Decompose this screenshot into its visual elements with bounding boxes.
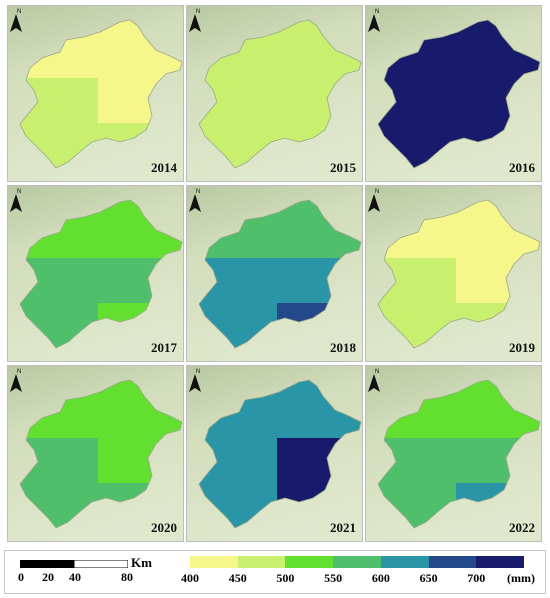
scale-tick-80: 80: [121, 570, 133, 584]
svg-text:N: N: [196, 369, 200, 375]
scale-bar-black-segment: [20, 560, 74, 568]
map-panel-2022: N 2022: [365, 365, 542, 542]
year-label: 2018: [330, 340, 356, 355]
year-label: 2022: [509, 520, 535, 535]
map-panel-2017: N 2017: [7, 185, 184, 362]
north-arrow-icon: N: [189, 369, 201, 392]
map-panel-2021: N 2021: [186, 365, 363, 542]
map-canvas: [8, 6, 183, 181]
north-arrow-icon: N: [189, 9, 201, 32]
north-arrow-icon: N: [10, 189, 22, 212]
north-arrow-icon: N: [368, 9, 380, 32]
colorbar-unit-label: (mm): [507, 571, 535, 585]
map-canvas: [187, 366, 362, 541]
svg-text:N: N: [17, 9, 21, 15]
region-outline: [377, 19, 541, 169]
colorbar-segment: [285, 556, 334, 568]
map-canvas: [366, 186, 541, 361]
north-arrow-icon: N: [368, 369, 380, 392]
year-label: 2019: [509, 340, 535, 355]
colorbar-tick-label: 700: [467, 571, 486, 585]
colorbar-tick-label: 600: [371, 571, 390, 585]
year-label: 2021: [330, 520, 356, 535]
map-panel-2015: N 2015: [186, 5, 363, 182]
legend-area: Km 0 20 40 80 400 450 500 550 600 650 700 (mm): [0, 543, 550, 598]
svg-text:N: N: [196, 9, 200, 15]
precipitation-colorbar: [190, 556, 525, 568]
scale-tick-40: 40: [69, 570, 81, 584]
north-arrow-icon: N: [10, 369, 22, 392]
region-outline: [198, 199, 362, 349]
region-outline: [19, 199, 183, 349]
colorbar-tick-label: 500: [276, 571, 295, 585]
map-panel-2018: N 2018: [186, 185, 363, 362]
scale-unit-label: Km: [131, 555, 152, 570]
map-canvas: [366, 6, 541, 181]
colorbar-tick-label: 650: [419, 571, 438, 585]
region-outline: [377, 199, 541, 349]
scale-bar: [20, 560, 128, 568]
map-panel-2014: N 2014: [7, 5, 184, 182]
svg-text:N: N: [196, 189, 200, 195]
colorbar-segment: [190, 556, 238, 568]
colorbar-tick-label: 400: [181, 571, 199, 585]
region-outline: [19, 19, 183, 169]
colorbar-segment: [476, 556, 525, 568]
map-panel-2019: N 2019: [365, 185, 542, 362]
year-label: 2016: [509, 160, 535, 175]
svg-text:N: N: [375, 189, 379, 195]
region-outline: [198, 19, 362, 169]
region-outline: [377, 379, 541, 529]
map-canvas: [187, 186, 362, 361]
map-canvas: [8, 186, 183, 361]
year-label: 2014: [151, 160, 177, 175]
svg-text:N: N: [17, 189, 21, 195]
svg-text:N: N: [17, 369, 21, 375]
scale-tick-0: 0: [18, 570, 24, 584]
colorbar-segment: [380, 556, 429, 568]
legend-box: [4, 550, 546, 594]
colorbar-segment: [333, 556, 381, 568]
svg-text:N: N: [375, 9, 379, 15]
year-label: 2020: [151, 520, 177, 535]
region-outline: [198, 379, 362, 529]
colorbar-segment: [237, 556, 286, 568]
year-label: 2017: [151, 340, 177, 355]
map-canvas: [187, 6, 362, 181]
region-outline: [19, 379, 183, 529]
colorbar-tick-label: 450: [228, 571, 247, 585]
scale-bar-white-segment: [73, 560, 128, 568]
colorbar-segment: [428, 556, 477, 568]
map-panel-2020: N 2020: [7, 365, 184, 542]
map-canvas: [366, 366, 541, 541]
scale-tick-20: 20: [42, 570, 54, 584]
map-canvas: [8, 366, 183, 541]
year-label: 2015: [330, 160, 356, 175]
colorbar-tick-label: 550: [324, 571, 343, 585]
north-arrow-icon: N: [10, 9, 22, 32]
map-panel-2016: N 2016: [365, 5, 542, 182]
north-arrow-icon: N: [368, 189, 380, 212]
north-arrow-icon: N: [189, 189, 201, 212]
svg-text:N: N: [375, 369, 379, 375]
